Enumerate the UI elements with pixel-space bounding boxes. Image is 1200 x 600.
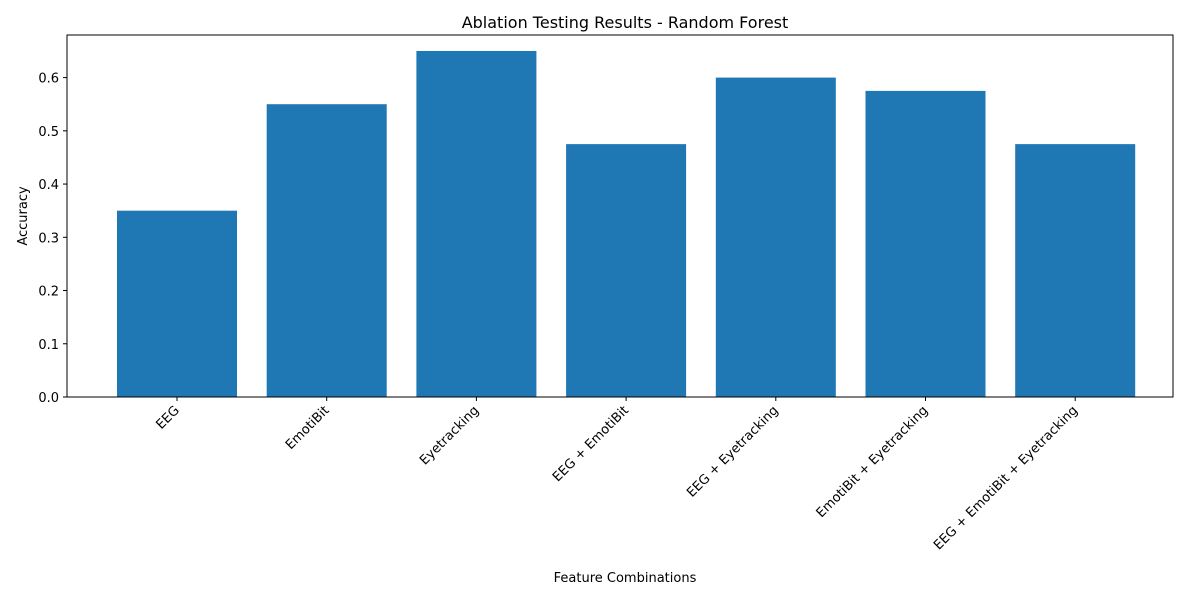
bars-group: [117, 50, 1136, 398]
y-tick-label: 0.1: [38, 338, 59, 353]
bar: [416, 50, 537, 398]
bar: [266, 104, 387, 398]
x-axis-label: Feature Combinations: [554, 571, 697, 586]
bar: [715, 77, 836, 398]
y-axis-label: Accuracy: [16, 186, 31, 246]
y-tick-label: 0.0: [38, 391, 59, 406]
y-tick-label: 0.5: [38, 125, 59, 140]
y-tick-label: 0.2: [38, 285, 59, 300]
bar: [566, 144, 687, 397]
chart-title: Ablation Testing Results - Random Forest: [462, 13, 789, 32]
bar: [117, 210, 237, 397]
bar: [1015, 144, 1136, 397]
y-tick-label: 0.3: [38, 231, 59, 246]
plot-frame: [66, 34, 1174, 398]
y-tick-label: 0.4: [38, 178, 59, 193]
y-tick-label: 0.6: [38, 72, 59, 87]
bar: [865, 90, 986, 397]
y-axis-ticks: 0.0 0.1 0.2 0.3 0.4 0.5 0.6: [38, 72, 67, 406]
